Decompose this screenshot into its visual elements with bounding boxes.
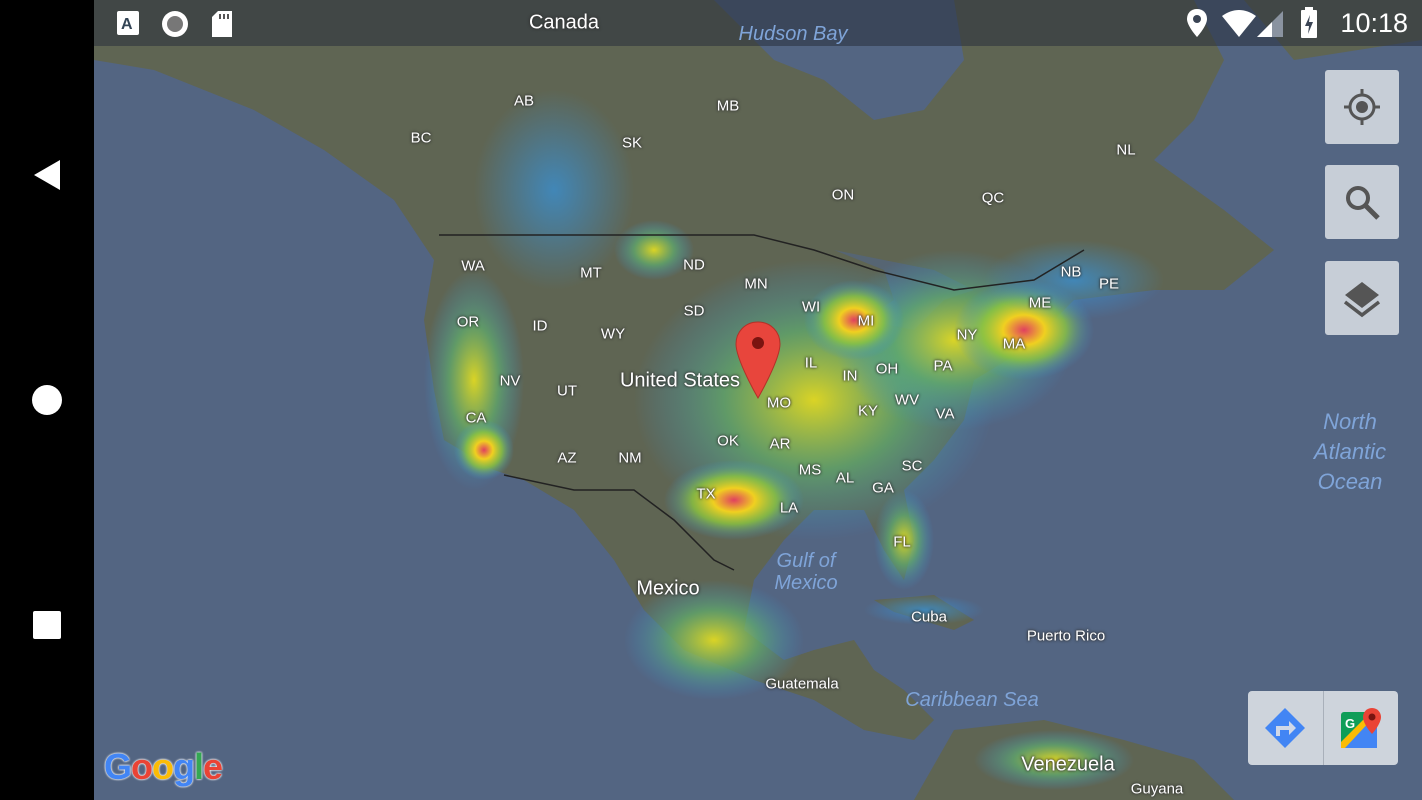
my-location-button[interactable]: [1325, 70, 1399, 144]
map-marker-pin[interactable]: [735, 320, 781, 400]
search-button[interactable]: [1325, 165, 1399, 239]
sd-card-icon: [212, 11, 232, 37]
border-us-canada: [439, 234, 1085, 291]
region-label: AR: [769, 435, 791, 453]
region-label: FL: [893, 533, 911, 551]
region-label: UT: [557, 382, 577, 400]
region-label: SD: [683, 302, 705, 320]
region-label: MO: [766, 394, 792, 412]
region-label: BC: [410, 129, 432, 147]
country-label: United States: [619, 369, 741, 392]
region-label: NV: [499, 372, 521, 390]
region-label: ID: [532, 317, 548, 335]
region-label: OR: [456, 313, 480, 331]
region-label: MB: [716, 97, 740, 115]
country-label: Mexico: [636, 577, 700, 600]
region-label: GA: [872, 479, 894, 497]
back-button[interactable]: [27, 155, 67, 195]
light-pollution-overlay: [424, 90, 1164, 790]
region-label: AB: [513, 92, 535, 110]
recents-icon: [33, 611, 61, 639]
region-label: WV: [894, 391, 920, 409]
layers-button[interactable]: [1325, 261, 1399, 335]
region-label: NB: [1060, 263, 1082, 281]
back-icon: [34, 160, 60, 190]
country-label: Puerto Rico: [1026, 627, 1106, 645]
region-label: WA: [461, 257, 485, 275]
region-label: KY: [857, 402, 879, 420]
region-label: NM: [618, 449, 642, 467]
region-label: ON: [831, 186, 855, 204]
water-label: Hudson Bay: [738, 23, 848, 45]
layers-icon: [1343, 282, 1381, 318]
map-toolbar: G: [1248, 691, 1398, 765]
wifi-icon: [1222, 10, 1256, 37]
region-label: MA: [1002, 335, 1026, 353]
country-label: Guatemala: [765, 675, 839, 693]
region-label: OH: [875, 360, 899, 378]
crosshair-icon: [1344, 89, 1380, 125]
record-icon: [162, 11, 188, 37]
recents-button[interactable]: [27, 605, 67, 645]
region-label: NY: [956, 326, 978, 344]
region-label: TX: [696, 485, 716, 503]
google-logo: Google: [104, 746, 223, 787]
region-label: MN: [744, 275, 768, 293]
border-us-mexico: [503, 474, 735, 571]
clock: 10:18: [1340, 8, 1408, 38]
region-label: QC: [981, 189, 1005, 207]
region-label: MS: [798, 461, 822, 479]
country-label: Canada: [528, 11, 600, 34]
region-label: IN: [842, 367, 858, 385]
google-maps-icon: G: [1340, 708, 1381, 748]
svg-text:A: A: [121, 16, 133, 33]
region-label: AL: [835, 469, 855, 487]
region-label: SK: [621, 134, 643, 152]
location-icon: [1187, 9, 1207, 37]
region-label: AZ: [557, 449, 577, 467]
directions-icon: [1265, 708, 1306, 748]
region-label: MI: [857, 312, 875, 330]
region-label: PE: [1098, 275, 1120, 293]
region-label: PA: [933, 357, 953, 375]
region-label: WY: [600, 325, 626, 343]
region-label: CA: [465, 409, 487, 427]
navigation-bar: [0, 0, 94, 800]
country-label: Venezuela: [1021, 753, 1115, 776]
search-icon: [1346, 186, 1380, 220]
directions-button[interactable]: [1248, 691, 1323, 765]
region-label: WI: [801, 298, 821, 316]
map-base: [94, 0, 1422, 800]
battery-charging-icon: [1301, 7, 1317, 38]
water-label: Caribbean Sea: [905, 689, 1039, 711]
country-label: Guyana: [1130, 780, 1184, 798]
region-label: ME: [1028, 294, 1052, 312]
signal-icon: [1257, 11, 1283, 37]
map-view[interactable]: Canada United States Mexico Cuba Puerto …: [94, 0, 1422, 800]
region-label: OK: [717, 432, 739, 450]
region-label: SC: [901, 457, 923, 475]
status-bar: A 10:18: [94, 0, 1422, 46]
home-button[interactable]: [27, 380, 67, 420]
water-label: North Atlantic Ocean: [1313, 409, 1387, 494]
region-label: VA: [935, 405, 955, 423]
water-label: Gulf of Mexico: [774, 550, 838, 594]
text-a-icon: A: [117, 11, 139, 35]
home-icon: [32, 385, 62, 415]
region-label: MT: [580, 264, 602, 282]
open-google-maps-button[interactable]: G: [1322, 691, 1399, 765]
region-label: ND: [683, 256, 705, 274]
svg-text:G: G: [1345, 716, 1355, 731]
region-label: NL: [1116, 141, 1136, 159]
region-label: IL: [804, 354, 818, 372]
country-label: Cuba: [911, 608, 947, 626]
region-label: LA: [779, 499, 799, 517]
